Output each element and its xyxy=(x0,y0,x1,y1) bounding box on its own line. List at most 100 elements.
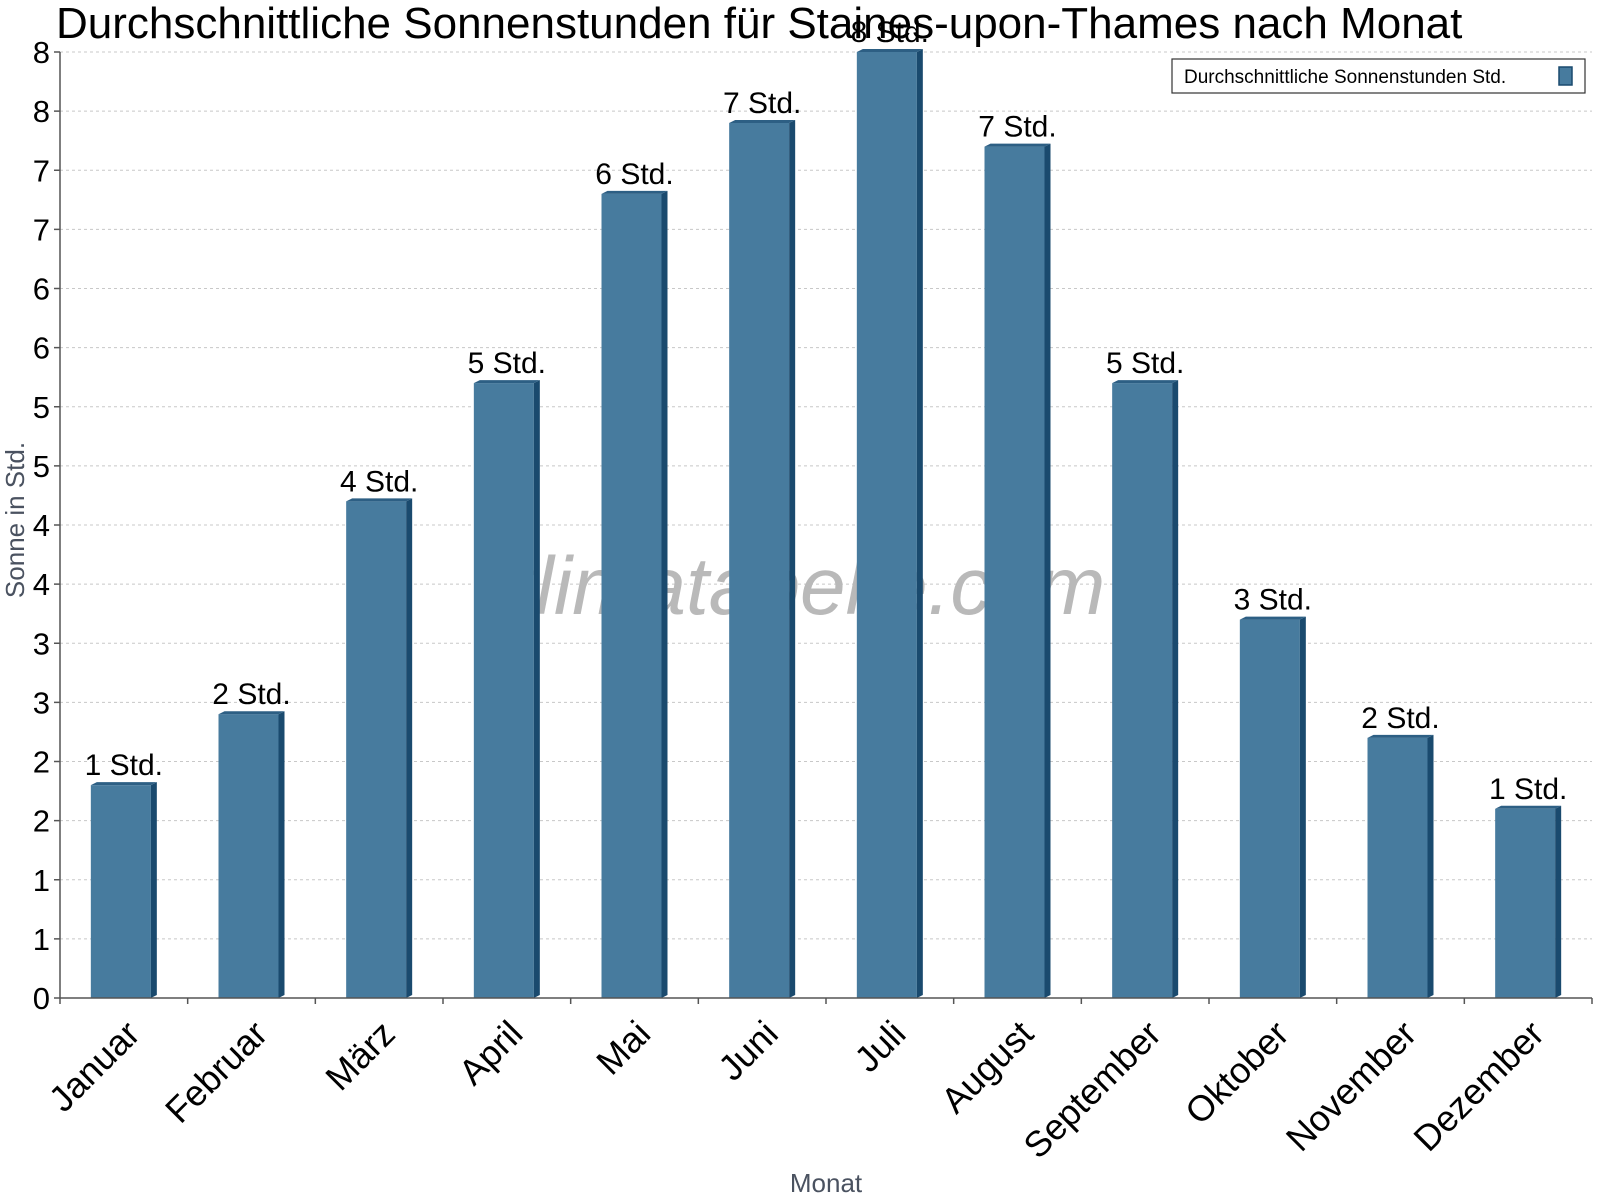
bar-side xyxy=(1044,143,1051,999)
bar-side xyxy=(916,49,923,998)
bar-top xyxy=(984,143,1051,147)
y-tick-label: 1 xyxy=(33,863,50,898)
x-tick-label: März xyxy=(317,1013,403,1099)
bar-face xyxy=(1495,808,1556,998)
y-tick-label: 5 xyxy=(33,449,50,484)
y-tick-label: 7 xyxy=(33,153,50,188)
x-tick-label: November xyxy=(1278,1013,1424,1159)
bar-value-label: 7 Std. xyxy=(978,111,1056,144)
bar xyxy=(218,711,285,998)
bar-top xyxy=(729,119,796,123)
x-tick-label: April xyxy=(451,1013,531,1093)
x-tick-label: September xyxy=(1015,1013,1169,1167)
legend: Durchschnittliche Sonnenstunden Std. xyxy=(1171,58,1586,94)
bar-side xyxy=(789,119,796,998)
axes xyxy=(54,51,1593,1004)
bar xyxy=(601,190,668,998)
y-tick-label: 2 xyxy=(33,745,50,780)
bar-side xyxy=(278,711,285,998)
y-tick-label: 3 xyxy=(33,626,50,661)
bar-top xyxy=(856,49,923,52)
bar-value-label: 8 Std. xyxy=(851,16,929,49)
y-tick-label: 6 xyxy=(33,272,50,307)
x-tick-label: Juli xyxy=(846,1013,913,1080)
y-tick-label: 8 xyxy=(33,94,50,129)
bar-top xyxy=(1239,616,1306,620)
x-tick-label: Dezember xyxy=(1405,1013,1551,1159)
y-tick-label: 7 xyxy=(33,212,50,247)
bar xyxy=(90,782,157,998)
bar-face xyxy=(1112,383,1173,999)
x-tick-label: August xyxy=(933,1013,1041,1121)
bar-face xyxy=(218,714,279,998)
bar-side xyxy=(533,380,540,999)
bar xyxy=(1112,380,1179,999)
y-tick-labels: 0 1 1 2 2 3 3 4 4 5 5 6 6 7 7 8 8 xyxy=(33,35,50,1016)
bar-top xyxy=(601,190,668,194)
bar-value-label: 1 Std. xyxy=(85,749,163,782)
bar-face xyxy=(1239,619,1300,998)
bar xyxy=(1239,616,1306,998)
y-tick-label: 0 xyxy=(33,981,50,1016)
bar-face xyxy=(90,785,151,998)
grid-lines xyxy=(60,51,1592,940)
x-tick-labels: Januar Februar März April Mai Juni Juli AugustS… xyxy=(41,1013,1552,1167)
bar-face xyxy=(346,501,407,998)
bar-face xyxy=(1367,737,1428,998)
bar-top xyxy=(218,711,285,715)
bar-side xyxy=(1299,616,1306,998)
x-tick-label: Oktober xyxy=(1177,1013,1297,1133)
x-tick-label: Juni xyxy=(710,1013,786,1089)
bar xyxy=(473,380,540,999)
bar-face xyxy=(729,122,790,998)
bar-value-label: 2 Std. xyxy=(1361,702,1439,735)
bar-value-label: 6 Std. xyxy=(595,158,673,191)
bar-value-label: 1 Std. xyxy=(1489,773,1567,806)
bar-side xyxy=(1427,734,1434,998)
bar xyxy=(856,49,923,998)
y-axis-label: Sonne in Std. xyxy=(0,442,30,598)
y-tick-label: 8 xyxy=(33,35,50,70)
bar-value-label: 5 Std. xyxy=(468,347,546,380)
bar-top xyxy=(1112,380,1179,384)
bar-face xyxy=(856,52,917,998)
bar-side xyxy=(406,498,413,998)
bar-top xyxy=(90,782,157,786)
x-axis-label: Monat xyxy=(790,1168,863,1198)
bar xyxy=(984,143,1051,999)
y-tick-label: 1 xyxy=(33,922,50,957)
legend-swatch xyxy=(1558,66,1573,86)
x-tick-label: Februar xyxy=(157,1013,275,1131)
bar-face xyxy=(601,193,662,998)
x-tick-label: Januar xyxy=(41,1013,148,1120)
y-tick-label: 4 xyxy=(33,567,50,602)
legend-label: Durchschnittliche Sonnenstunden Std. xyxy=(1184,67,1506,88)
legend-box xyxy=(1171,58,1586,94)
bar-top xyxy=(1495,805,1562,809)
bar-value-label: 3 Std. xyxy=(1234,584,1312,617)
x-tick-label: Mai xyxy=(588,1013,658,1083)
y-tick-label: 4 xyxy=(33,508,50,543)
bar-value-label: 2 Std. xyxy=(212,678,290,711)
bar-value-label: 7 Std. xyxy=(723,87,801,120)
bar xyxy=(1495,805,1562,998)
y-tick-label: 5 xyxy=(33,390,50,425)
bar-value-label: 5 Std. xyxy=(1106,347,1184,380)
bar xyxy=(729,119,796,998)
bar-face xyxy=(473,383,534,999)
bar xyxy=(1367,734,1434,998)
bar-side xyxy=(661,190,668,998)
bar-side xyxy=(1172,380,1179,999)
bar-face xyxy=(984,146,1045,999)
bar xyxy=(346,498,413,998)
y-tick-label: 6 xyxy=(33,331,50,366)
chart-title: Durchschnittliche Sonnenstunden für Stai… xyxy=(56,0,1462,48)
y-tick-label: 3 xyxy=(33,685,50,720)
bar-value-label: 4 Std. xyxy=(340,465,418,498)
bar-top xyxy=(473,380,540,384)
bar-top xyxy=(1367,734,1434,738)
y-tick-label: 2 xyxy=(33,804,50,839)
bar-side xyxy=(1555,805,1562,998)
bar-top xyxy=(346,498,413,502)
